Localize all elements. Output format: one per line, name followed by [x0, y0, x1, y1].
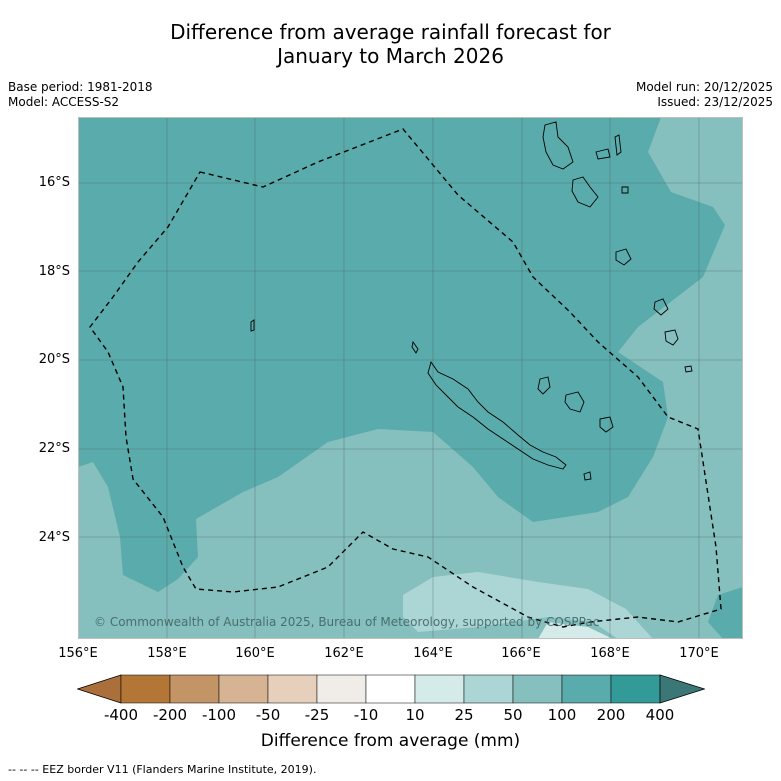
lat-tick-20s: 20°S	[38, 352, 70, 367]
colorbar-seg-4	[267, 674, 318, 704]
colorbar-seg-1	[120, 674, 171, 704]
issued-text: Issued: 23/12/2025	[657, 95, 773, 109]
rainfall-map: © Commonwealth of Australia 2025, Bureau…	[78, 117, 743, 639]
meta-left: Base period: 1981-2018 Model: ACCESS-S2	[8, 80, 153, 110]
colorbar-label-minus50: -50	[255, 706, 281, 724]
ambae-island	[595, 148, 611, 160]
colorbar-label-25: 25	[454, 706, 474, 724]
colorbar-seg-9	[512, 674, 563, 704]
small-islet-east	[621, 186, 629, 194]
mare-island	[599, 416, 614, 433]
ouvea-island	[537, 376, 551, 395]
map-credit: © Commonwealth of Australia 2025, Bureau…	[94, 615, 599, 629]
colorbar-label-minus100: -100	[201, 706, 237, 724]
small-islet-west	[250, 319, 255, 332]
chart-title: Difference from average rainfall forecas…	[0, 20, 781, 68]
isle-of-pines	[583, 471, 592, 481]
colorbar-seg-8	[463, 674, 514, 704]
colorbar-seg-7	[414, 674, 465, 704]
erromango-island	[664, 329, 679, 346]
colorbar-label-400: 400	[645, 706, 675, 724]
model-run-text: Model run: 20/12/2025	[635, 80, 773, 94]
colorbar-label-200: 200	[596, 706, 626, 724]
colorbar-title: Difference from average (mm)	[260, 731, 521, 751]
colorbar-arrow-high	[659, 674, 705, 704]
band-50-region	[403, 572, 653, 639]
colorbar-seg-2	[169, 674, 220, 704]
lon-tick-166e: 166°E	[501, 646, 541, 661]
colorbar-seg-5	[316, 674, 367, 704]
colorbar-label-100: 100	[547, 706, 577, 724]
colorbar-label-10: 10	[405, 706, 425, 724]
colorbar-label-50: 50	[503, 706, 523, 724]
coastlines	[250, 121, 693, 481]
lon-tick-168e: 168°E	[590, 646, 630, 661]
colorbar	[77, 674, 705, 704]
lon-tick-162e: 162°E	[324, 646, 364, 661]
colorbar-seg-3	[218, 674, 269, 704]
lon-tick-170e: 170°E	[679, 646, 719, 661]
map-border	[78, 117, 743, 639]
colorbar-label-minus400: -400	[103, 706, 139, 724]
colorbar-seg-11	[610, 674, 661, 704]
new-caledonia-island	[427, 360, 567, 470]
espiritu-santo-island	[542, 121, 574, 170]
lon-tick-158e: 158°E	[147, 646, 187, 661]
lifou-island	[564, 391, 585, 413]
colorbar-seg-10	[561, 674, 612, 704]
lat-tick-24s: 24°S	[38, 530, 70, 545]
belep-islands	[411, 340, 419, 354]
anatom-island	[684, 365, 693, 373]
band-200-region-southeast	[708, 587, 743, 639]
colorbar-label-minus25: -25	[304, 706, 330, 724]
lon-tick-164e: 164°E	[413, 646, 453, 661]
lon-tick-156e: 156°E	[58, 646, 98, 661]
colorbar-seg-6	[365, 674, 416, 704]
pentecost-island	[614, 134, 622, 156]
title-line-1: Difference from average rainfall forecas…	[170, 20, 611, 44]
band-100-region-east	[78, 117, 743, 639]
colorbar-label-minus10: -10	[353, 706, 379, 724]
base-period-text: Base period: 1981-2018	[8, 80, 153, 94]
tanna-island	[653, 298, 669, 316]
colorbar-label-minus200: -200	[152, 706, 188, 724]
model-text: Model: ACCESS-S2	[8, 95, 120, 109]
graticule	[78, 117, 743, 639]
eez-legend-note: -- -- -- EEZ border V11 (Flanders Marine…	[8, 763, 317, 776]
title-line-2: January to March 2026	[277, 44, 504, 68]
efate-island	[615, 248, 632, 266]
lon-tick-160e: 160°E	[235, 646, 275, 661]
lat-tick-18s: 18°S	[38, 264, 70, 279]
meta-right: Model run: 20/12/2025 Issued: 23/12/2025	[636, 80, 773, 110]
eez-border	[89, 128, 722, 628]
band-25-region	[538, 622, 613, 639]
lat-tick-22s: 22°S	[38, 441, 70, 456]
colorbar-arrow-low	[77, 674, 122, 704]
lat-tick-16s: 16°S	[38, 175, 70, 190]
malekula-island	[571, 176, 599, 208]
